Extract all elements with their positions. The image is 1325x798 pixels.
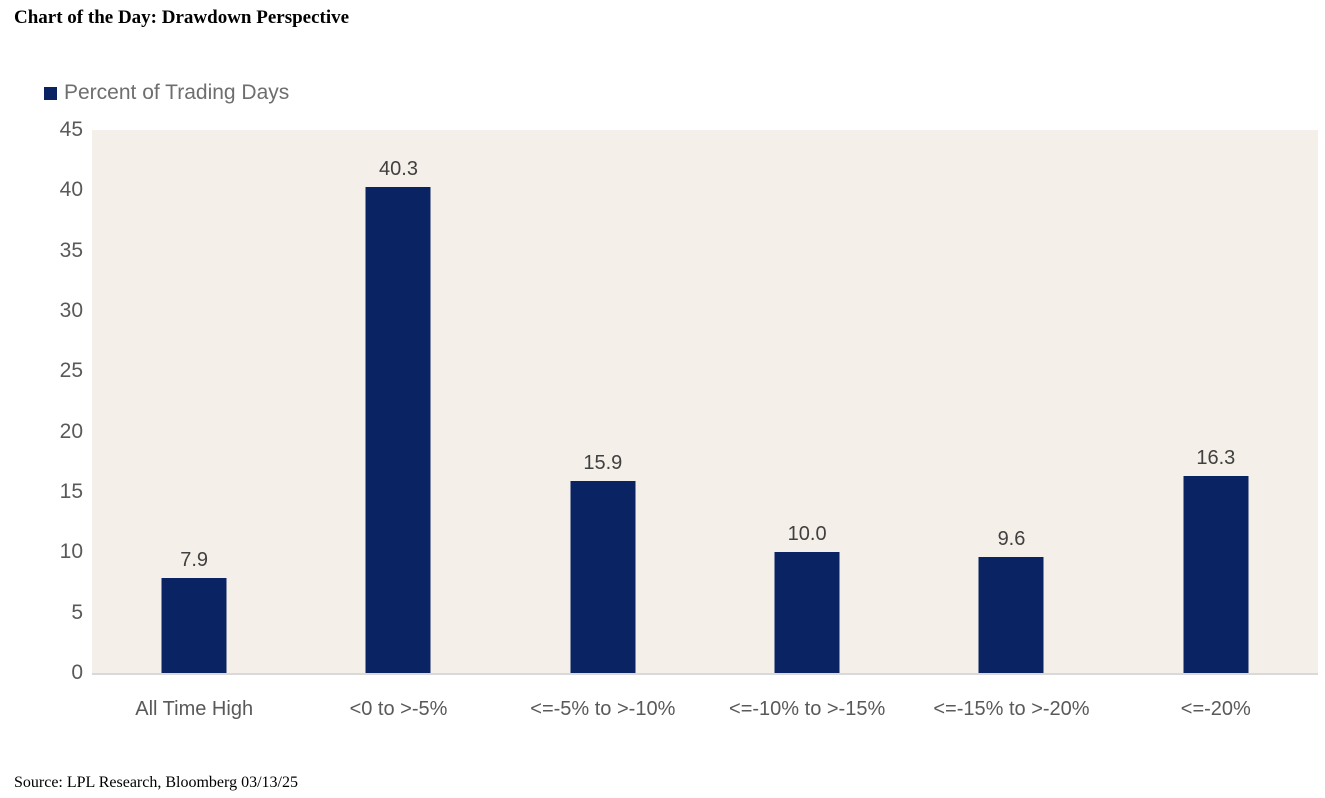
bar-group: 9.6 [909,130,1113,673]
x-axis-label: <=-15% to >-20% [933,698,1090,720]
source-note: Source: LPL Research, Bloomberg 03/13/25 [14,774,298,791]
y-axis: 45 40 35 30 25 20 15 10 5 0 [0,118,83,684]
bar-group: 10.0 [705,130,909,673]
y-axis-tick: 25 [59,359,83,383]
x-axis-label: <=-5% to >-10% [530,698,676,720]
bar [774,552,840,673]
bar-value-label: 10.0 [787,523,827,546]
x-axis-label: All Time High [135,698,254,720]
bar-value-label: 40.3 [379,157,418,180]
legend-label: Percent of Trading Days [64,81,290,104]
y-axis-tick: 40 [59,178,83,202]
y-axis-tick: 10 [59,540,83,564]
bar-group: 7.9 [92,130,296,673]
y-axis-tick: 5 [71,600,83,624]
bar [978,557,1044,673]
x-axis-label: <=-10% to >-15% [729,698,886,720]
y-axis-tick: 15 [59,480,83,503]
y-axis-tick: 45 [59,118,83,141]
legend-swatch-icon [44,86,57,100]
bar [161,577,227,673]
page-title: Chart of the Day: Drawdown Perspective [14,7,350,28]
bar-value-label: 15.9 [583,452,623,475]
x-axis-label: <0 to >-5% [349,698,448,720]
plot-area: 7.9 40.3 15.9 10.0 9.6 16.3 [92,130,1318,675]
y-axis-tick: 35 [59,238,83,262]
bar-value-label: 7.9 [180,548,209,571]
bar-group: 15.9 [501,130,705,673]
bar-value-label: 9.6 [997,528,1026,551]
x-axis: All Time High <0 to >-5% <=-5% to >-10% <=-… [92,697,1318,721]
bar [1183,476,1249,673]
bar-group: 40.3 [296,130,500,673]
bar [570,481,636,673]
bar-group: 16.3 [1114,130,1318,673]
y-axis-tick: 30 [59,299,83,322]
y-axis-tick: 0 [71,661,83,684]
x-axis-label: <=-20% [1180,698,1251,720]
legend: Percent of Trading Days [44,81,289,105]
y-axis-tick: 20 [59,419,83,443]
bar-value-label: 16.3 [1196,447,1236,470]
bar [365,186,431,673]
